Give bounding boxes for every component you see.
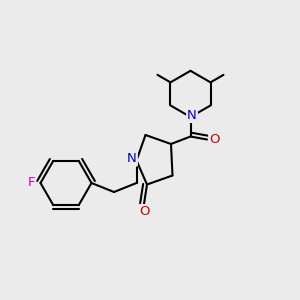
Text: F: F xyxy=(28,176,35,190)
Text: N: N xyxy=(127,152,137,166)
Text: O: O xyxy=(139,205,149,218)
Text: O: O xyxy=(209,133,220,146)
Text: N: N xyxy=(187,109,197,122)
